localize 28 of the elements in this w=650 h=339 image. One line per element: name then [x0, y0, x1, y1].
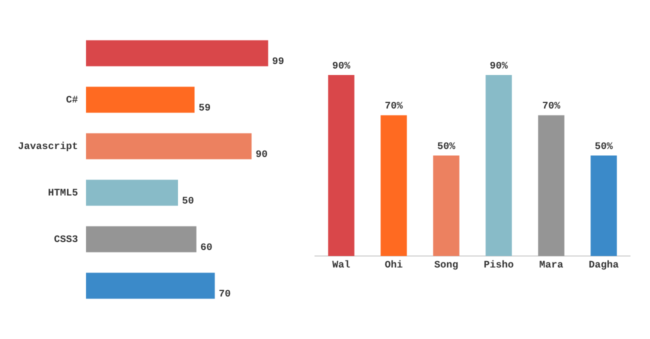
data-label: 99	[272, 56, 284, 68]
bar	[86, 226, 196, 252]
data-label: 60	[200, 242, 212, 254]
data-label: 59	[198, 103, 211, 114]
data-label: 70%	[384, 102, 403, 113]
data-label: 70%	[542, 102, 560, 113]
data-label: 90%	[332, 62, 350, 73]
data-label: 90	[256, 150, 268, 161]
bar	[86, 86, 195, 113]
y-tick-label: HTML5	[48, 188, 78, 200]
x-tick-label: Dagha	[588, 260, 619, 272]
x-tick-label: Ohi	[384, 260, 403, 272]
data-label: 50%	[437, 142, 456, 153]
bar	[86, 180, 178, 206]
x-tick-label: Song	[434, 260, 458, 272]
data-label: 50%	[594, 142, 613, 153]
y-tick-label: CSS3	[54, 234, 78, 246]
data-label: 90%	[490, 62, 508, 73]
x-tick-label: Pisho	[484, 260, 514, 272]
x-tick-label: Mara	[539, 260, 564, 272]
bar	[86, 272, 215, 299]
x-tick-label: Wal	[332, 260, 350, 272]
bar	[86, 133, 252, 160]
y-tick-label: C#	[66, 95, 78, 106]
data-label: 50	[182, 196, 194, 208]
y-tick-label: Javascript	[18, 140, 78, 153]
data-label: 70	[218, 289, 231, 300]
bar	[86, 40, 268, 66]
